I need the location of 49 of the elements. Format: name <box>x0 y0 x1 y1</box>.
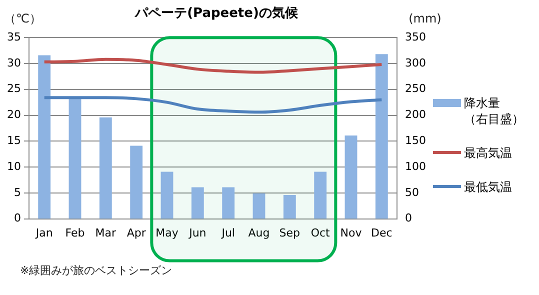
x-tick-label: Jan <box>34 226 53 240</box>
y2-tick-label: 150 <box>405 134 426 147</box>
bar <box>314 172 327 219</box>
y-tick-label: 5 <box>14 186 21 199</box>
y2-tick-label: 300 <box>405 56 426 70</box>
x-tick-label: Aug <box>248 226 270 240</box>
legend-label: 最高気温 <box>464 145 513 161</box>
y2-tick-label: 100 <box>405 160 426 173</box>
y-tick-label: 15 <box>6 134 21 147</box>
y2-tick-label: 200 <box>405 108 426 122</box>
bar <box>283 194 296 219</box>
y-tick-label: 30 <box>6 56 21 70</box>
bar <box>160 172 174 219</box>
y2-axis-title: (mm) <box>408 12 442 26</box>
text: ※緑囲みが旅のベストシーズン <box>20 264 172 277</box>
x-tick-label: Jul <box>220 226 235 240</box>
x-tick-label: Oct <box>310 226 331 240</box>
bar <box>99 117 112 219</box>
bar <box>38 55 51 219</box>
y2-tick-label: 250 <box>405 82 426 96</box>
x-tick-label: Nov <box>340 226 362 240</box>
line-series <box>42 58 384 74</box>
x-tick-label: Mar <box>95 226 117 240</box>
y-tick-label: 10 <box>6 160 21 173</box>
x-tick-label: May <box>156 226 179 240</box>
bar <box>130 146 143 219</box>
y2-tick-label: 0 <box>405 212 412 225</box>
x-tick-label: Apr <box>126 226 146 240</box>
legend-label: 最低気温 <box>464 179 513 195</box>
x-tick-label: Jun <box>188 226 206 240</box>
bar <box>252 193 266 219</box>
legend-label: 降水量（右目盛） <box>464 95 525 127</box>
y-tick-label: 0 <box>14 212 21 225</box>
bar <box>344 135 358 219</box>
line-series <box>42 96 384 114</box>
x-tick-label: Feb <box>65 226 85 240</box>
bar <box>68 98 82 219</box>
bar <box>191 187 204 219</box>
bar <box>375 54 388 219</box>
y-tick-label: 20 <box>6 108 21 122</box>
x-tick-label: Dec <box>371 226 392 240</box>
y-tick-label: 25 <box>6 82 21 96</box>
y2-tick-label: 350 <box>405 30 426 44</box>
y2-tick-label: 50 <box>405 186 420 199</box>
chart-title: パペーテ(Papeete)の気候 <box>134 6 299 22</box>
bar <box>222 187 235 219</box>
y-axis-title: （℃） <box>4 12 42 26</box>
x-tick-label: Sep <box>279 226 300 240</box>
y-tick-label: 35 <box>6 30 21 44</box>
